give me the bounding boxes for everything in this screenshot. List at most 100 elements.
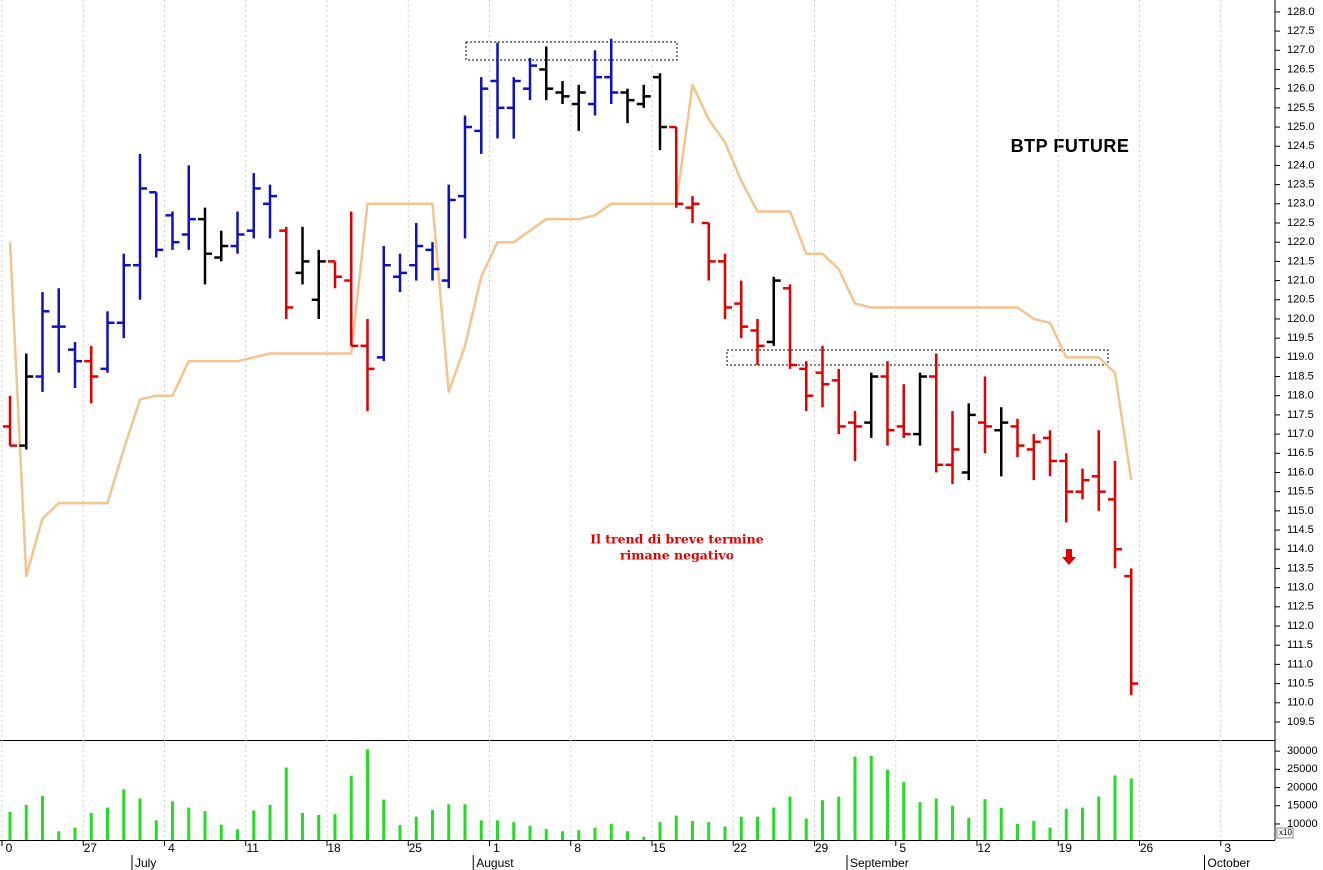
- down-arrow: [1062, 549, 1076, 565]
- volume-bar: [707, 822, 711, 840]
- volume-bar: [138, 798, 142, 840]
- volume-bar: [642, 836, 646, 840]
- volume-bar: [382, 799, 386, 840]
- volume-bar: [414, 816, 418, 840]
- x-tick-label: 11: [247, 841, 260, 855]
- y-tick-label: 20000: [1287, 781, 1318, 793]
- y-tick-label: 125.5: [1287, 102, 1315, 114]
- y-tick-label: 116.0: [1287, 466, 1314, 478]
- volume-bar: [756, 816, 759, 840]
- y-tick-label: 30000: [1287, 745, 1318, 757]
- volume-bar: [951, 805, 954, 840]
- volume-bar: [284, 767, 288, 840]
- volume-bar: [333, 814, 337, 840]
- volume-bar: [154, 820, 158, 840]
- volume-bar: [577, 830, 581, 840]
- volume-bar: [57, 831, 61, 840]
- y-tick-label: 114.0: [1287, 543, 1314, 555]
- volume-bar: [1064, 808, 1068, 840]
- y-tick-label: 122.5: [1287, 217, 1315, 229]
- y-tick-label: 120.5: [1287, 294, 1315, 306]
- volume-bar: [593, 827, 597, 840]
- x-tick-label: 19: [1059, 841, 1073, 855]
- y-tick-label: 110.0: [1287, 697, 1314, 709]
- volume-bar: [886, 769, 889, 840]
- volume-bar: [691, 821, 694, 840]
- y-tick-label: 125.0: [1287, 121, 1315, 133]
- volume-bar: [869, 755, 873, 840]
- volume-bar: [301, 813, 304, 840]
- volume-bar: [366, 749, 369, 840]
- x-tick-label: 22: [734, 841, 748, 855]
- y-tick-label: 111.0: [1287, 658, 1313, 670]
- volume-bar: [1081, 807, 1084, 840]
- y-tick-label: 113.5: [1287, 562, 1314, 574]
- volume-bar: [528, 825, 532, 840]
- volume-bar: [398, 825, 402, 840]
- volume-bar: [73, 827, 77, 840]
- y-tick-label: 117.0: [1287, 428, 1314, 440]
- y-tick-label: 121.5: [1287, 255, 1315, 267]
- volume-bar: [609, 823, 613, 840]
- y-tick-label: 109.5: [1287, 716, 1315, 728]
- volume-bar: [1097, 796, 1101, 840]
- volume-bar: [106, 807, 109, 840]
- y-tick-label: 15000: [1287, 800, 1318, 812]
- y-tick-label: 121.0: [1287, 274, 1315, 286]
- volume-bar: [674, 815, 678, 840]
- y-tick-label: 113.0: [1287, 582, 1314, 594]
- month-label: July: [135, 856, 156, 870]
- volume-bar: [268, 805, 272, 840]
- month-label: September: [850, 856, 909, 870]
- volume-bar: [512, 822, 516, 840]
- y-tick-label: 111.5: [1287, 639, 1313, 651]
- volume-bar: [479, 820, 483, 840]
- y-tick-label: 115.5: [1287, 486, 1314, 498]
- volume-bar: [122, 789, 126, 840]
- volume-bar: [772, 807, 776, 840]
- volume-bar: [1113, 775, 1117, 840]
- volume-bar: [41, 795, 44, 840]
- chart-title: BTP FUTURE: [1011, 136, 1130, 156]
- y-tick-label: 116.5: [1287, 447, 1314, 459]
- volume-bar: [739, 816, 743, 840]
- volume-bar: [561, 831, 564, 840]
- y-tick-label: 119.5: [1287, 332, 1314, 344]
- volume-bar: [788, 796, 792, 840]
- volume-bar: [853, 756, 857, 840]
- volume-bar: [219, 824, 223, 840]
- y-tick-label: 119.0: [1287, 351, 1314, 363]
- y-tick-label: 112.0: [1287, 620, 1314, 632]
- y-tick-label: 112.5: [1287, 601, 1314, 613]
- volume-bar: [203, 811, 207, 840]
- volume-bar: [999, 807, 1003, 840]
- volume-bar: [918, 802, 922, 840]
- annotation: rimane negativo: [620, 548, 734, 563]
- y-tick-label: 126.5: [1287, 63, 1315, 75]
- resistance-box: [726, 349, 1109, 366]
- volume-bar: [658, 822, 662, 840]
- x-tick-label: 0: [6, 841, 13, 855]
- y-tick-label: 110.5: [1287, 677, 1314, 689]
- volume-bar: [934, 798, 938, 840]
- volume-bar: [171, 801, 174, 840]
- volume-bar: [496, 820, 499, 840]
- y-tick-label: 126.0: [1287, 83, 1315, 95]
- volume-bar: [447, 804, 451, 840]
- y-tick-label: 118.5: [1287, 370, 1314, 382]
- y-tick-label: 115.0: [1287, 505, 1314, 517]
- y-tick-label: 120.0: [1287, 313, 1315, 325]
- resistance-box: [465, 41, 678, 61]
- volume-bar: [1032, 821, 1036, 840]
- volume-bar: [349, 775, 353, 840]
- x-tick-label: 26: [1140, 841, 1154, 855]
- annotation: Il trend di breve termine: [590, 532, 764, 547]
- volume-bar: [967, 817, 971, 840]
- y-tick-label: 123.5: [1287, 179, 1315, 191]
- volume-bar: [544, 829, 548, 840]
- y-tick-label: 25000: [1287, 763, 1318, 775]
- volume-bar: [187, 807, 191, 840]
- month-label: October: [1208, 856, 1251, 870]
